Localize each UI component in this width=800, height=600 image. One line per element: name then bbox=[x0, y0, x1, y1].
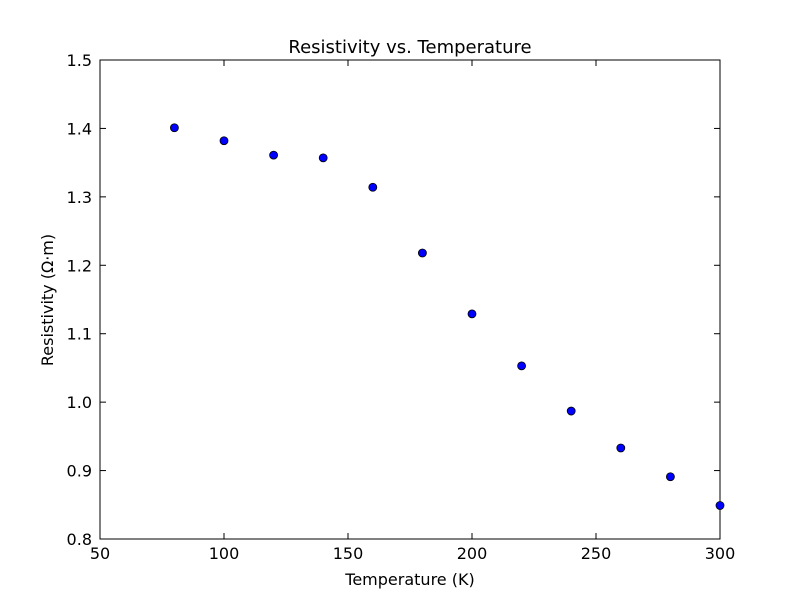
data-point bbox=[368, 182, 378, 192]
data-point bbox=[517, 361, 526, 371]
data-point bbox=[467, 309, 477, 319]
data-points bbox=[169, 123, 725, 510]
y-axis-label: Resistivity (Ω·m) bbox=[38, 234, 57, 366]
y-tick-label: 1.2 bbox=[67, 256, 92, 275]
x-tick-label: 250 bbox=[581, 544, 612, 563]
data-point bbox=[169, 123, 179, 133]
data-point bbox=[616, 443, 626, 453]
y-tick-label: 1.5 bbox=[67, 51, 92, 70]
y-axis: 0.8 0.9 1.0 1.1 1.2 1.3 1.4 1.5 bbox=[67, 51, 720, 549]
x-axis: 50 100 150 200 250 300 bbox=[90, 60, 735, 563]
x-tick-label: 150 bbox=[333, 544, 364, 563]
chart-title: Resistivity vs. Temperature bbox=[288, 37, 531, 58]
data-point bbox=[715, 501, 725, 510]
x-axis-label: Temperature (K) bbox=[344, 570, 474, 589]
data-point bbox=[219, 136, 229, 146]
y-tick-label: 1.0 bbox=[67, 393, 92, 412]
y-tick-label: 0.8 bbox=[67, 530, 92, 549]
plot-area-frame bbox=[99, 59, 721, 540]
data-point bbox=[417, 248, 427, 258]
y-tick-label: 1.1 bbox=[67, 325, 92, 344]
data-point bbox=[318, 153, 328, 163]
data-point bbox=[269, 150, 279, 160]
x-tick-label: 100 bbox=[209, 544, 240, 563]
x-tick-label: 200 bbox=[457, 544, 488, 563]
y-tick-label: 1.4 bbox=[67, 119, 92, 138]
y-tick-label: 1.3 bbox=[67, 188, 92, 207]
data-point bbox=[566, 406, 576, 416]
x-tick-label: 50 bbox=[90, 544, 110, 563]
data-point bbox=[666, 472, 675, 482]
x-tick-label: 300 bbox=[705, 544, 736, 563]
y-tick-label: 0.9 bbox=[67, 462, 92, 481]
